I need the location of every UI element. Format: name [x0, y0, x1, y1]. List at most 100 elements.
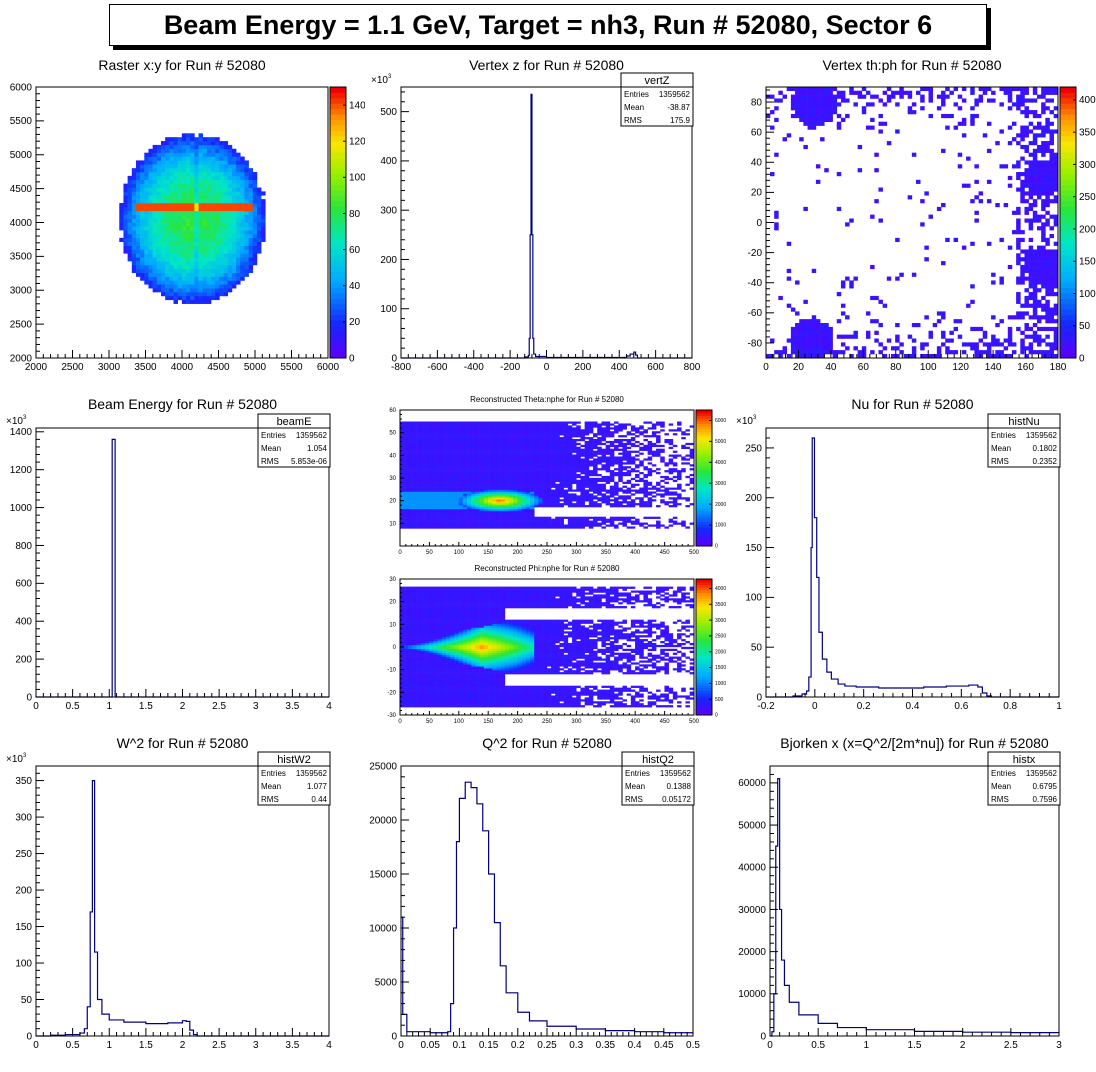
- heatmap-cell: [416, 440, 422, 444]
- color-bar-step: [1060, 103, 1076, 110]
- heatmap-cell: [483, 442, 489, 446]
- heatmap-cell: [231, 253, 237, 258]
- heatmap-cell: [1007, 98, 1013, 103]
- heatmap-cell: [542, 481, 548, 484]
- heatmap-cell: [500, 423, 506, 426]
- heatmap-cell: [807, 323, 813, 328]
- heatmap-cell: [231, 261, 237, 266]
- heatmap-cell: [1032, 168, 1038, 173]
- heatmap-cell: [446, 423, 451, 426]
- heatmap-cell: [462, 423, 468, 426]
- heatmap-cell: [534, 442, 539, 446]
- heatmap-cell: [227, 230, 233, 235]
- heatmap-cell: [211, 272, 216, 277]
- heatmap-cell: [1041, 264, 1046, 270]
- heatmap-cell: [437, 450, 443, 453]
- heatmap-cell: [416, 481, 422, 484]
- heatmap-cell: [194, 199, 199, 204]
- heatmap-cell: [437, 497, 443, 500]
- heatmap-cell: [1024, 168, 1029, 173]
- heatmap-cell: [441, 512, 447, 516]
- x-tick-label: 120: [952, 362, 969, 373]
- heatmap-cell: [425, 448, 430, 451]
- heatmap-cell: [803, 94, 808, 99]
- heatmap-cell: [471, 524, 476, 527]
- heatmap-cell: [244, 261, 249, 266]
- heatmap-cell: [500, 516, 506, 519]
- heatmap-cell: [517, 460, 522, 463]
- heatmap-cell: [458, 448, 464, 451]
- heatmap-cell: [454, 503, 459, 506]
- heatmap-cell: [1053, 276, 1059, 281]
- heatmap-cell: [173, 164, 178, 169]
- heatmap-cell: [160, 195, 166, 200]
- heatmap-cell: [446, 503, 451, 506]
- heatmap-cell: [190, 268, 195, 273]
- heatmap-cell: [248, 226, 254, 231]
- heatmap-cell: [186, 245, 191, 250]
- heatmap-cell: [1036, 94, 1042, 99]
- heatmap-cell: [252, 226, 258, 231]
- heatmap-cell: [425, 475, 430, 479]
- heatmap-cell: [458, 518, 464, 521]
- heatmap-cell: [857, 90, 863, 95]
- heatmap-cell: [488, 429, 493, 432]
- heatmap-cell: [416, 516, 422, 519]
- heatmap-cell: [412, 495, 417, 498]
- heatmap-cell: [957, 121, 963, 126]
- heatmap-cell: [1016, 245, 1021, 250]
- heatmap-cell: [1041, 110, 1046, 115]
- heatmap-cell: [211, 144, 216, 150]
- heatmap-cell: [1028, 280, 1034, 285]
- heatmap-cell: [1028, 183, 1034, 188]
- heatmap-cell: [483, 475, 489, 479]
- heatmap-cell: [412, 456, 417, 459]
- heatmap-cell: [408, 520, 413, 523]
- heatmap-cell: [177, 272, 183, 277]
- heatmap-cell: [454, 479, 459, 483]
- heatmap-cell: [165, 276, 170, 281]
- heatmap-cell: [1041, 295, 1046, 301]
- heatmap-cell: [542, 475, 548, 479]
- heatmap-cell: [223, 233, 229, 239]
- y-tick-label: 400: [15, 617, 32, 628]
- heatmap-cell: [551, 444, 556, 448]
- heatmap-cell: [483, 503, 489, 506]
- heatmap-cell: [412, 516, 417, 519]
- heatmap-cell: [1036, 125, 1042, 130]
- heatmap-cell: [467, 522, 472, 525]
- heatmap-cell: [148, 280, 153, 285]
- heatmap-cell: [546, 473, 552, 477]
- heatmap-cell: [521, 487, 527, 490]
- heatmap-cell: [198, 187, 204, 192]
- heatmap-cell: [1049, 137, 1054, 142]
- heatmap-cell: [836, 334, 842, 339]
- heatmap-cell: [551, 522, 556, 525]
- heatmap-cell: [475, 460, 480, 463]
- page-title: Beam Energy = 1.1 GeV, Target = nh3, Run…: [163, 9, 933, 40]
- heatmap-cell: [920, 106, 925, 111]
- heatmap-cell: [559, 448, 564, 451]
- heatmap-cell: [567, 444, 573, 448]
- heatmap-cell: [211, 152, 216, 157]
- heatmap-cell: [496, 450, 501, 453]
- heatmap-cell: [169, 233, 174, 239]
- heatmap-cell: [231, 206, 237, 212]
- heatmap-cell: [845, 276, 850, 281]
- heatmap-cell: [807, 86, 813, 92]
- heatmap-cell: [252, 245, 258, 250]
- heatmap-cell: [928, 330, 934, 335]
- heatmap-cell: [534, 454, 539, 457]
- heatmap-cell: [408, 499, 413, 502]
- heatmap-cell: [534, 503, 539, 506]
- x-tick-label: 2: [180, 701, 186, 712]
- heatmap-cell: [1016, 98, 1021, 103]
- heatmap-cell: [177, 264, 183, 270]
- heatmap-cell: [433, 429, 438, 432]
- heatmap-cell: [244, 187, 249, 192]
- heatmap-cell: [828, 113, 833, 119]
- heatmap-cell: [471, 489, 476, 492]
- x-tick-label: 5500: [280, 362, 303, 373]
- heatmap-cell: [521, 524, 527, 527]
- heatmap-cell: [1053, 292, 1059, 297]
